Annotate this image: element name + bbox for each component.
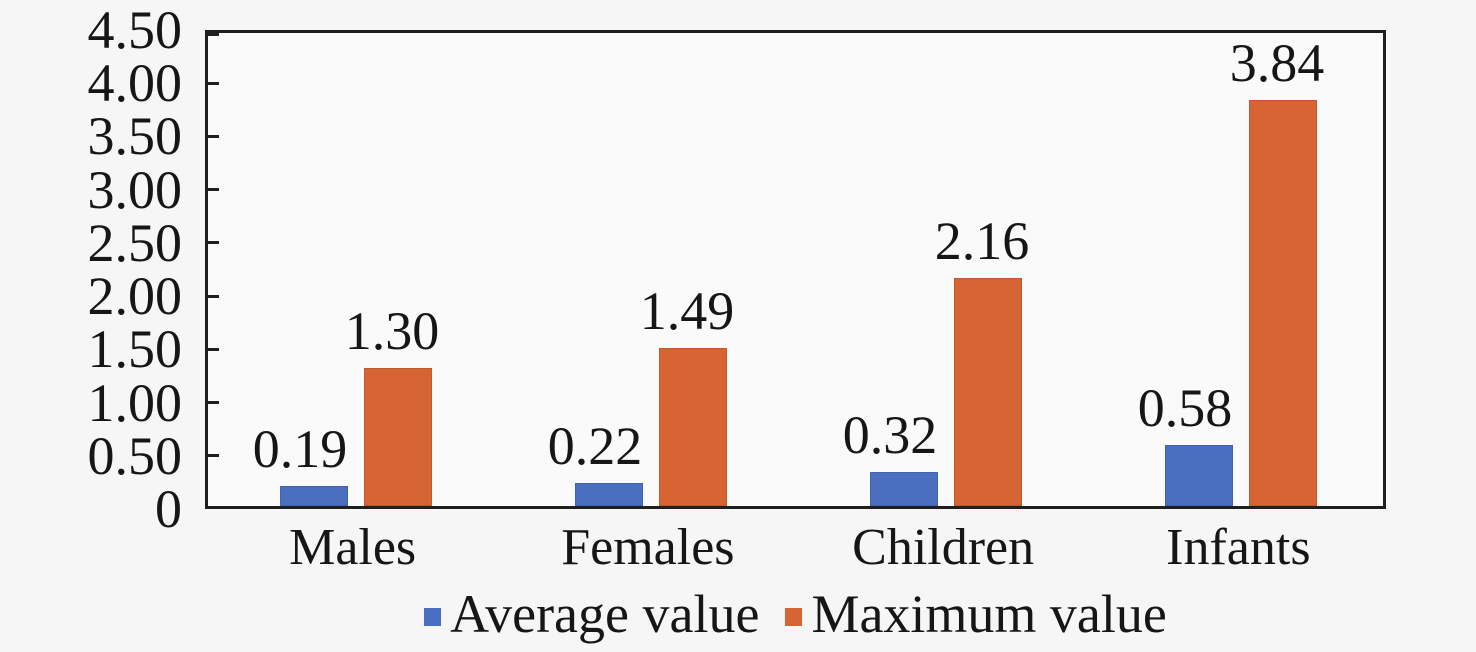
y-tick-label: 1.00 bbox=[87, 372, 183, 433]
y-axis-tick-icon bbox=[208, 454, 219, 458]
y-tick-label: 2.00 bbox=[87, 266, 183, 327]
plot-area: 0.19 1.30 0.22 1.49 0.32 2.16 0.58 3.84 bbox=[205, 30, 1386, 509]
bar-average-females bbox=[575, 483, 643, 506]
y-axis-tick-icon bbox=[208, 134, 219, 138]
legend-item-average: Average value bbox=[424, 587, 759, 641]
y-tick-label: 0.50 bbox=[87, 425, 183, 486]
legend: Average value Maximum value bbox=[205, 584, 1386, 644]
y-tick-label: 4.50 bbox=[87, 0, 183, 60]
y-axis-tick-icon bbox=[208, 294, 219, 298]
bar-average-children bbox=[870, 472, 938, 506]
y-tick-label: 4.00 bbox=[87, 53, 183, 114]
x-category-label-males: Males bbox=[289, 519, 417, 576]
bar-value-label: 2.16 bbox=[934, 211, 1030, 271]
bar-average-infants bbox=[1165, 445, 1233, 506]
bar-value-label: 0.22 bbox=[547, 416, 643, 476]
x-category-label-children: Children bbox=[852, 519, 1035, 576]
bar-value-label: 0.58 bbox=[1137, 378, 1233, 438]
bar-maximum-children bbox=[954, 278, 1022, 506]
x-category-label-females: Females bbox=[561, 519, 735, 576]
legend-swatch-icon bbox=[785, 608, 803, 626]
bar-value-label: 0.32 bbox=[842, 405, 938, 465]
bar-maximum-females bbox=[659, 348, 727, 506]
y-axis-tick-icon bbox=[208, 188, 219, 192]
bar-value-label: 1.49 bbox=[639, 281, 735, 341]
legend-swatch-icon bbox=[424, 608, 442, 626]
y-axis-tick-icon bbox=[208, 241, 219, 245]
y-axis-tick-icon bbox=[208, 33, 219, 36]
y-axis-tick-icon bbox=[208, 81, 219, 85]
bar-maximum-infants bbox=[1249, 100, 1317, 506]
y-tick-label: 0 bbox=[155, 479, 182, 539]
y-axis-tick-icon bbox=[208, 506, 219, 509]
legend-label: Maximum value bbox=[811, 584, 1167, 644]
legend-label: Average value bbox=[450, 584, 760, 644]
bar-value-label: 0.19 bbox=[252, 419, 348, 479]
bar-maximum-males bbox=[364, 368, 432, 506]
legend-item-maximum: Maximum value bbox=[785, 584, 1167, 644]
y-axis-tick-icon bbox=[208, 401, 219, 405]
y-axis-tick-icon bbox=[208, 347, 219, 351]
bar-value-label: 3.84 bbox=[1229, 33, 1325, 93]
y-tick-label: 3.50 bbox=[87, 106, 183, 167]
x-category-label-infants: Infants bbox=[1166, 519, 1311, 576]
y-tick-label: 1.50 bbox=[87, 319, 183, 380]
bar-value-label: 1.30 bbox=[344, 301, 440, 361]
bar-average-males bbox=[280, 486, 348, 506]
y-tick-label: 2.50 bbox=[87, 212, 183, 273]
y-tick-label: 3.00 bbox=[87, 159, 183, 220]
